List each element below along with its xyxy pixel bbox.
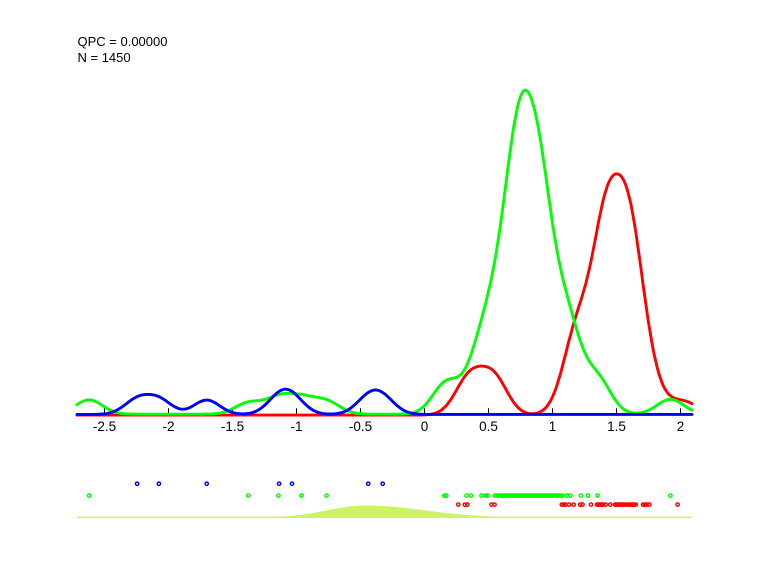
svg-text:-2.5: -2.5 <box>93 419 116 434</box>
svg-text:-1.5: -1.5 <box>221 419 244 434</box>
svg-text:N = 1450: N = 1450 <box>78 50 131 65</box>
svg-text:0: 0 <box>421 419 429 434</box>
svg-text:-0.5: -0.5 <box>349 419 372 434</box>
svg-text:-1: -1 <box>290 419 302 434</box>
svg-text:1: 1 <box>549 419 557 434</box>
svg-text:2: 2 <box>677 419 685 434</box>
svg-text:-2: -2 <box>162 419 174 434</box>
svg-text:QPC = 0.00000: QPC = 0.00000 <box>78 34 168 49</box>
svg-text:1.5: 1.5 <box>607 419 626 434</box>
svg-text:0.5: 0.5 <box>479 419 498 434</box>
